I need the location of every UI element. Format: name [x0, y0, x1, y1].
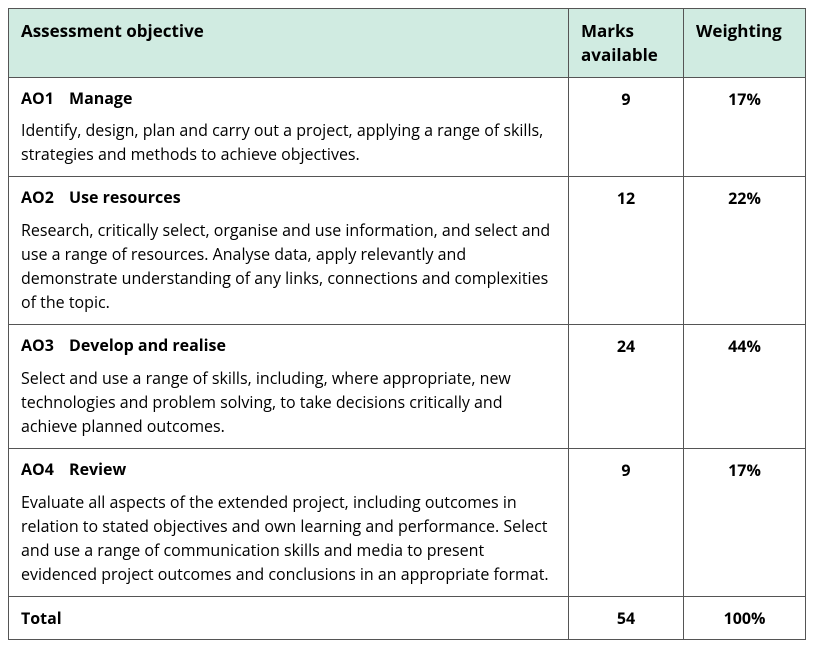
marks-cell: 24	[569, 325, 684, 449]
objective-cell: AO1Manage Identify, design, plan and car…	[9, 77, 569, 177]
objective-cell: AO4Review Evaluate all aspects of the ex…	[9, 448, 569, 596]
ao-title: Develop and realise	[69, 334, 226, 356]
weighting-cell: 22%	[684, 177, 806, 325]
ao-description: Select and use a range of skills, includ…	[21, 366, 556, 438]
ao-description: Research, critically select, organise an…	[21, 218, 556, 314]
ao-title: Use resources	[69, 186, 181, 208]
marks-cell: 12	[569, 177, 684, 325]
weighting-cell: 44%	[684, 325, 806, 449]
ao-description: Evaluate all aspects of the extended pro…	[21, 490, 556, 586]
ao-code: AO2	[21, 187, 69, 208]
col-header-weighting: Weighting	[684, 9, 806, 78]
marks-cell: 9	[569, 77, 684, 177]
objective-cell: AO3Develop and realise Select and use a …	[9, 325, 569, 449]
weighting-cell: 17%	[684, 448, 806, 596]
table-row: AO4Review Evaluate all aspects of the ex…	[9, 448, 806, 596]
total-marks: 54	[569, 596, 684, 639]
marks-cell: 9	[569, 448, 684, 596]
total-label: Total	[9, 596, 569, 639]
table-header-row: Assessment objective Marks available Wei…	[9, 9, 806, 78]
ao-title: Manage	[69, 87, 132, 109]
col-header-marks: Marks available	[569, 9, 684, 78]
ao-title: Review	[69, 458, 126, 480]
ao-code: AO1	[21, 88, 69, 109]
table-row: AO2Use resources Research, critically se…	[9, 177, 806, 325]
table-row: AO1Manage Identify, design, plan and car…	[9, 77, 806, 177]
weighting-cell: 17%	[684, 77, 806, 177]
col-header-objective: Assessment objective	[9, 9, 569, 78]
ao-code: AO3	[21, 335, 69, 356]
total-weighting: 100%	[684, 596, 806, 639]
assessment-objectives-table: Assessment objective Marks available Wei…	[8, 8, 806, 640]
ao-description: Identify, design, plan and carry out a p…	[21, 118, 556, 166]
objective-cell: AO2Use resources Research, critically se…	[9, 177, 569, 325]
ao-code: AO4	[21, 459, 69, 480]
table-total-row: Total 54 100%	[9, 596, 806, 639]
table-row: AO3Develop and realise Select and use a …	[9, 325, 806, 449]
